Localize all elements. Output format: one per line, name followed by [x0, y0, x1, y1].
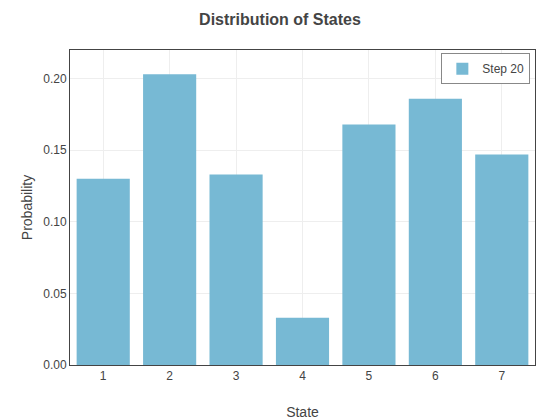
- svg-text:4: 4: [299, 369, 306, 383]
- svg-text:0.00: 0.00: [43, 358, 67, 372]
- svg-text:1: 1: [100, 369, 107, 383]
- svg-text:State: State: [286, 404, 319, 420]
- svg-text:0.20: 0.20: [43, 72, 67, 86]
- svg-text:Step 20: Step 20: [482, 62, 524, 76]
- svg-text:Distribution of States: Distribution of States: [199, 11, 361, 28]
- svg-text:2: 2: [166, 369, 173, 383]
- svg-text:Probability: Probability: [19, 175, 35, 240]
- svg-text:7: 7: [498, 369, 505, 383]
- svg-text:0.15: 0.15: [43, 143, 67, 157]
- svg-text:6: 6: [432, 369, 439, 383]
- svg-text:0.10: 0.10: [43, 215, 67, 229]
- svg-text:3: 3: [233, 369, 240, 383]
- svg-text:0.05: 0.05: [43, 287, 67, 301]
- svg-text:5: 5: [366, 369, 373, 383]
